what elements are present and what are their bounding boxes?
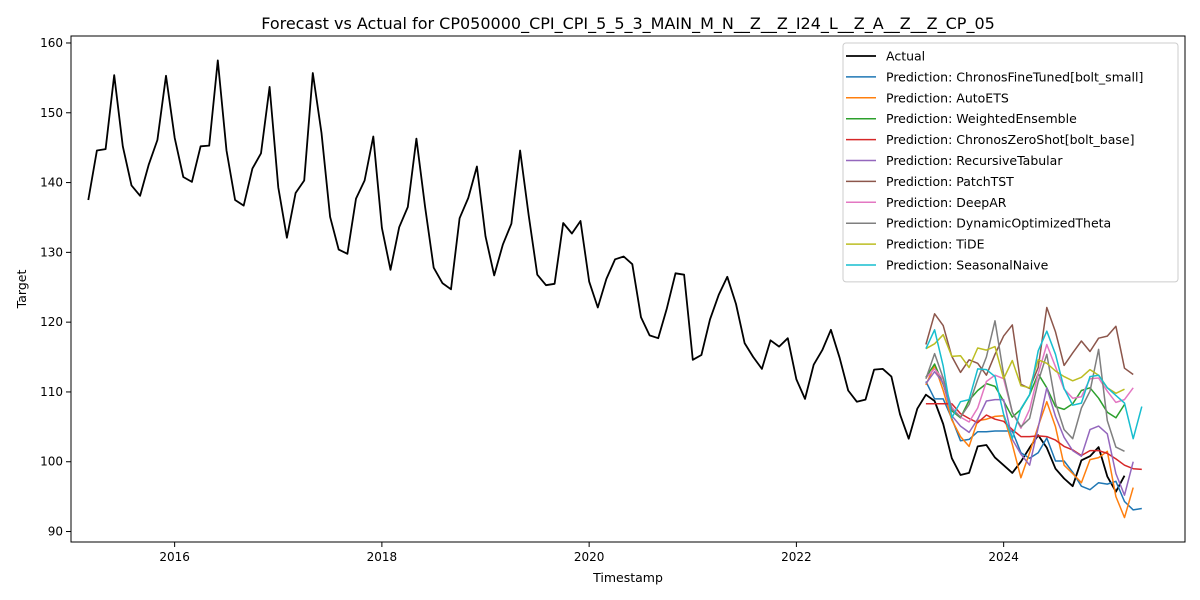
legend-entry-label: Prediction: DeepAR: [886, 195, 1007, 210]
legend-entry-label: Actual: [886, 49, 925, 64]
y-tick-label: 160: [40, 36, 63, 50]
y-axis: 90 100 110 120 130 140 150 160: [40, 36, 71, 539]
prediction-series-line-10: [925, 329, 1143, 440]
prediction-series-line-9: [925, 333, 1125, 395]
legend-entry-label: Prediction: RecursiveTabular: [886, 153, 1063, 168]
y-tick-label: 90: [48, 525, 63, 539]
x-tick-label: 2020: [574, 550, 605, 564]
x-axis-label: Timestamp: [592, 570, 663, 585]
legend-entry-label: Prediction: ChronosZeroShot[bolt_base]: [886, 132, 1134, 147]
chart-title: Forecast vs Actual for CP050000_CPI_CPI_…: [261, 14, 995, 34]
legend: Actual Prediction: ChronosFineTuned[bolt_…: [842, 42, 1179, 283]
x-axis: 2016 2018 2020 2022 2024: [159, 542, 1019, 564]
x-tick-label: 2018: [367, 550, 398, 564]
plot-area: [87, 59, 1143, 519]
prediction-series-line-2: [925, 364, 1134, 519]
x-tick-label: 2016: [159, 550, 190, 564]
legend-entry-label: Prediction: ChronosFineTuned[bolt_small]: [886, 69, 1143, 84]
legend-entry-label: Prediction: AutoETS: [886, 90, 1009, 105]
legend-entry-label: Prediction: DynamicOptimizedTheta: [886, 216, 1111, 231]
legend-entry-label: Prediction: SeasonalNaive: [886, 258, 1049, 273]
y-tick-label: 120: [40, 315, 63, 329]
legend-entry-label: Prediction: TiDE: [886, 237, 985, 252]
prediction-series-line-1: [925, 381, 1142, 511]
y-axis-label: Target: [14, 270, 29, 310]
actual-series-line: [87, 59, 1126, 493]
y-tick-label: 150: [40, 106, 63, 120]
y-tick-label: 110: [40, 385, 63, 399]
y-tick-label: 140: [40, 176, 63, 190]
legend-entry-label: Prediction: PatchTST: [886, 174, 1014, 189]
legend-entry-label: Prediction: WeightedEnsemble: [886, 111, 1077, 126]
prediction-series-line-8: [925, 320, 1125, 452]
y-tick-label: 130: [40, 245, 63, 259]
axes-frame: [70, 35, 1186, 543]
x-tick-label: 2022: [781, 550, 812, 564]
prediction-series-line-5: [925, 370, 1134, 496]
x-tick-label: 2024: [988, 550, 1019, 564]
y-tick-label: 100: [40, 455, 63, 469]
legend-box: [842, 42, 1179, 283]
